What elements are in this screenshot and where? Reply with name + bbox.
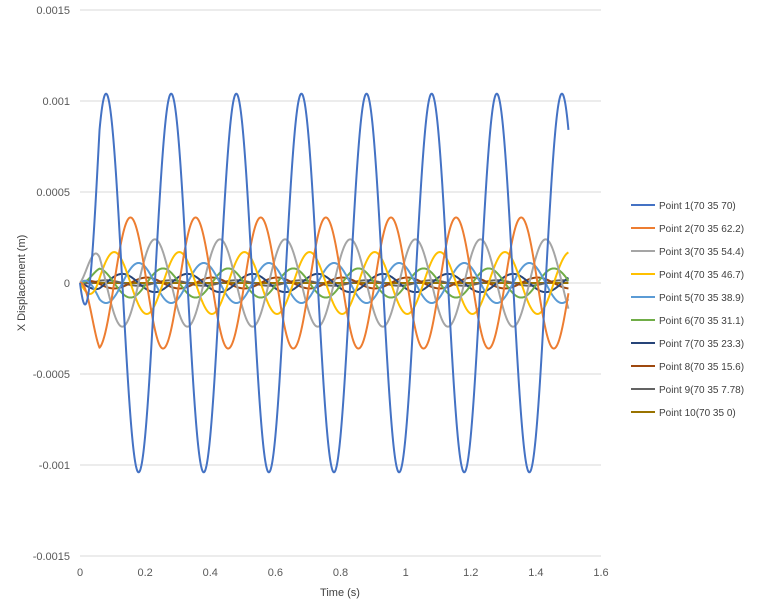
series-line-3 xyxy=(79,238,570,328)
legend-entry: Point 2(70 35 62.2) xyxy=(659,224,744,235)
x-tick-label: 0.6 xyxy=(268,567,283,579)
x-tick-label: 1.2 xyxy=(463,567,478,579)
x-tick-label: 0.4 xyxy=(203,567,218,579)
legend-entry: Point 10(70 35 0) xyxy=(659,408,736,419)
x-tick-label: 0.8 xyxy=(333,567,348,579)
y-tick-label: 0 xyxy=(64,278,70,290)
legend-entry: Point 6(70 35 31.1) xyxy=(659,316,744,327)
legend-entry: Point 1(70 35 70) xyxy=(659,201,736,212)
x-tick-label: 0.2 xyxy=(137,567,152,579)
y-tick-label: -0.0015 xyxy=(33,551,70,563)
series-line-4 xyxy=(79,251,570,315)
x-tick-label: 1.4 xyxy=(528,567,543,579)
y-tick-labels: -0.0015 -0.001 -0.0005 0 0.0005 0.001 0.0015 xyxy=(33,5,70,563)
series-lines xyxy=(79,92,570,474)
legend: Point 1(70 35 70) Point 2(70 35 62.2) Poin… xyxy=(631,201,744,419)
series-line-6 xyxy=(79,267,570,299)
x-tick-label: 1 xyxy=(403,567,409,579)
x-axis-label: Time (s) xyxy=(320,587,360,599)
legend-entry: Point 8(70 35 15.6) xyxy=(659,362,744,373)
series-line-8 xyxy=(79,276,570,290)
legend-entry: Point 4(70 35 46.7) xyxy=(659,270,744,281)
x-tick-labels: 0 0.2 0.4 0.6 0.8 1 1.2 1.4 1.6 xyxy=(77,567,609,579)
y-tick-label: 0.0005 xyxy=(36,187,70,199)
y-axis-label: X Displacement (m) xyxy=(16,235,28,332)
series-line-5 xyxy=(79,261,570,305)
legend-entry: Point 5(70 35 38.9) xyxy=(659,293,744,304)
legend-entry: Point 3(70 35 54.4) xyxy=(659,247,744,258)
legend-entry: Point 9(70 35 7.78) xyxy=(659,385,744,396)
series-line-1 xyxy=(79,92,570,474)
x-tick-label: 1.6 xyxy=(593,567,608,579)
y-tick-label: -0.0005 xyxy=(33,369,70,381)
series-line-2 xyxy=(79,216,570,350)
legend-entry: Point 7(70 35 23.3) xyxy=(659,339,744,350)
y-tick-label: 0.0015 xyxy=(36,5,70,17)
y-tick-label: -0.001 xyxy=(39,460,70,472)
y-tick-label: 0.001 xyxy=(42,96,70,108)
x-tick-label: 0 xyxy=(77,567,83,579)
